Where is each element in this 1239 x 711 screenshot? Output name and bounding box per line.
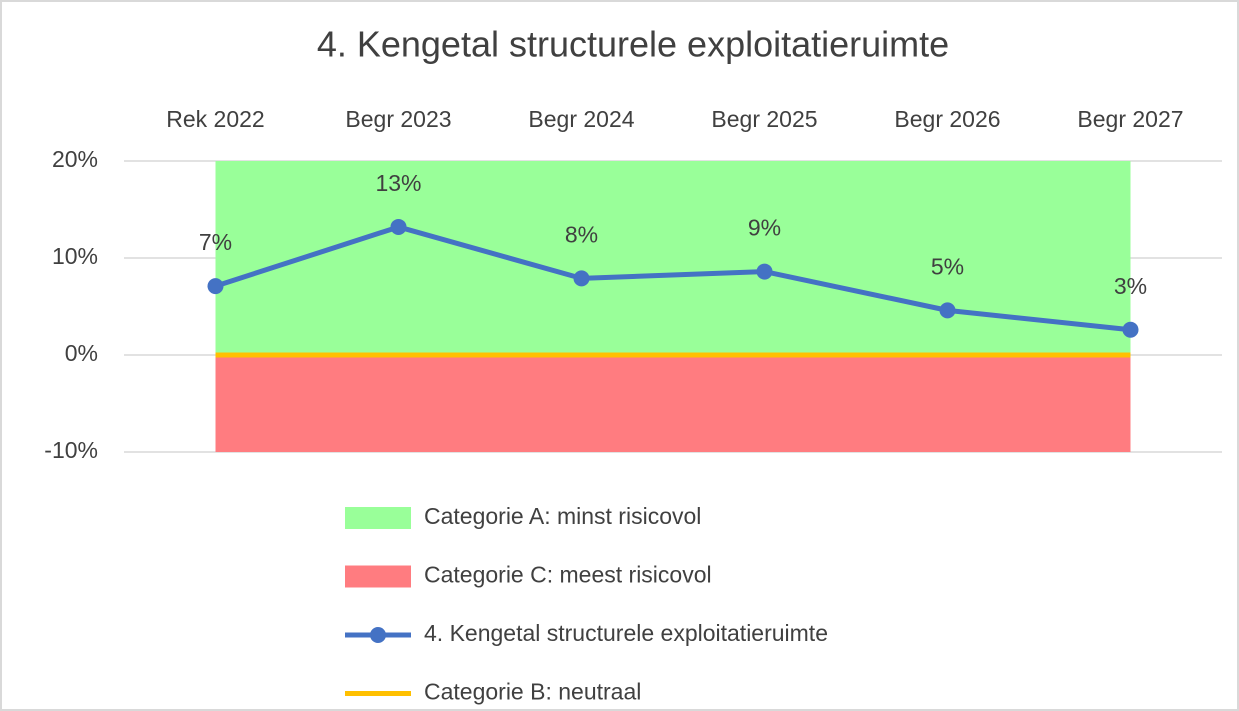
y-tick-label: 20%: [52, 146, 98, 172]
legend-label: Categorie B: neutraal: [424, 679, 641, 705]
area: [215, 161, 1131, 355]
x-tick-label: Begr 2024: [528, 106, 634, 132]
data-label: 7%: [199, 229, 232, 255]
data-label: 9%: [748, 215, 781, 241]
data-label: 13%: [375, 170, 421, 196]
y-tick-label: -10%: [44, 437, 98, 463]
marker: [573, 270, 590, 287]
marker: [207, 278, 224, 295]
data-label: 5%: [931, 253, 964, 279]
x-tick-label: Begr 2026: [894, 106, 1000, 132]
x-tick-label: Begr 2027: [1077, 106, 1183, 132]
x-tick-label: Begr 2023: [345, 106, 451, 132]
y-tick-label: 0%: [65, 340, 98, 366]
chart-title: 4. Kengetal structurele exploitatieruimt…: [317, 24, 949, 65]
marker: [756, 263, 773, 280]
marker: [390, 218, 407, 235]
marker: [1122, 321, 1139, 338]
marker: [939, 302, 956, 319]
legend-swatch: [345, 565, 411, 588]
x-tick-label: Begr 2025: [711, 106, 817, 132]
legend-label: Categorie A: minst risicovol: [424, 503, 701, 529]
legend-marker: [370, 627, 386, 643]
legend-label: Categorie C: meest risicovol: [424, 562, 712, 588]
data-label: 3%: [1114, 273, 1147, 299]
data-label: 8%: [565, 221, 598, 247]
legend-swatch: [345, 507, 411, 529]
y-tick-label: 10%: [52, 243, 98, 269]
area: [215, 355, 1131, 452]
line: [214, 224, 1131, 333]
legend-label: 4. Kengetal structurele exploitatieruimt…: [424, 620, 828, 646]
x-tick-label: Rek 2022: [166, 106, 264, 132]
